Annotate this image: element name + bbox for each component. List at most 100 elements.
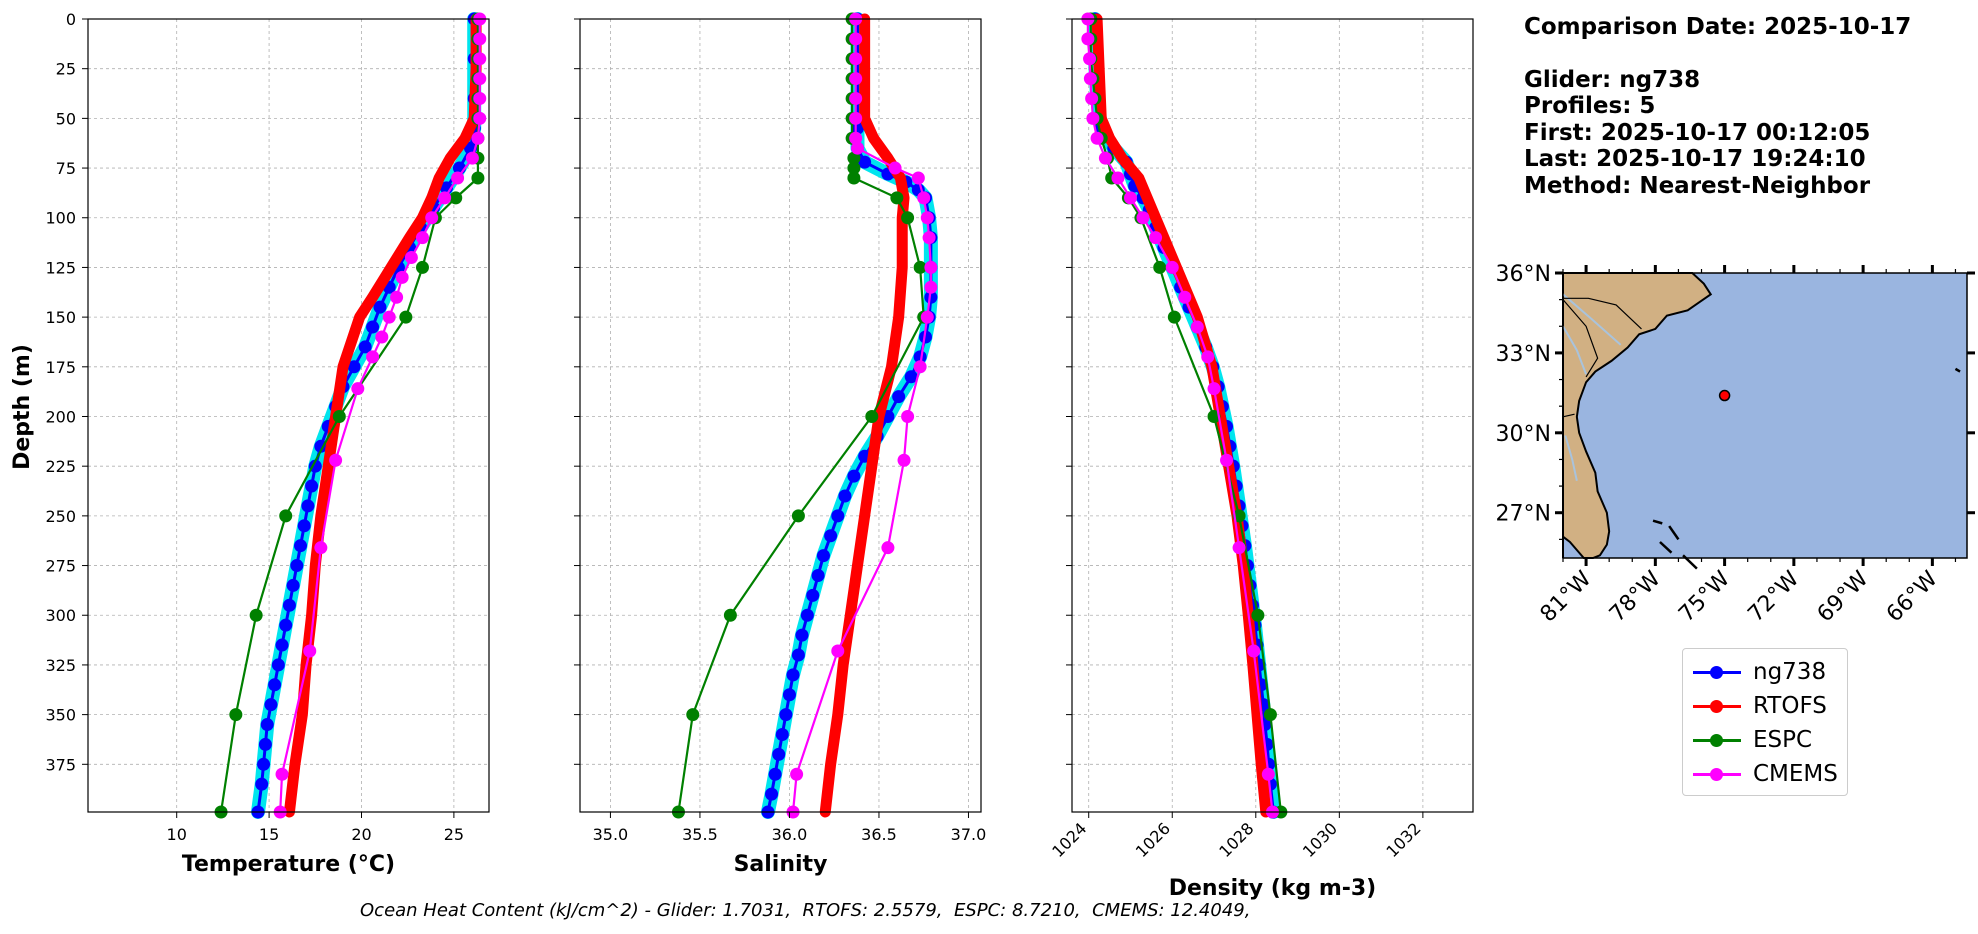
series-espc-point [1263,708,1277,722]
series-cmems-point [849,32,863,46]
series-ng738-point [255,777,269,791]
x-axis-label: Salinity [734,852,828,877]
series-cmems-point [920,211,934,225]
series-ng738-point [765,787,779,801]
y-tick-label: 350 [45,706,76,725]
first-time: First: 2025-10-17 00:12:05 [1524,119,1871,146]
series-ng738-point [811,568,825,582]
last-time: Last: 2025-10-17 19:24:10 [1524,146,1866,172]
series-ng738-point [904,370,918,384]
series-espc-point [249,608,263,622]
series-ng738-point [831,509,845,523]
river [1564,435,1578,481]
legend-swatch [1693,767,1741,781]
series-espc-point [865,409,879,423]
lat-tick-label: 27°N [1496,502,1551,527]
series-cmems-point [473,52,487,66]
series-cmems-point [404,250,418,264]
y-tick-label: 150 [45,308,76,327]
series-cmems-point [1220,453,1234,467]
series-ng738-point [271,658,285,672]
x-tick-label: 36.5 [861,825,897,844]
ocean-heat-content-caption: Ocean Heat Content (kJ/cm^2) - Glider: 1… [360,900,1251,921]
series-cmems-point [451,171,465,185]
y-tick-label: 100 [45,209,76,228]
salinity-panel: 35.0 35.5 36.0 36.5 37.0 Salinity [574,12,986,877]
series-cmems-point [881,541,895,555]
series-rtofs-line [1091,13,1272,818]
series-cmems-point [375,330,389,344]
series-cmems-point [329,453,343,467]
state-border [1562,413,1575,418]
series-espc-point [415,260,429,274]
series-ng738-line [1093,17,1275,814]
y-tick-label: 250 [45,507,76,526]
plot-frame [87,18,490,813]
series-ng738-point [782,688,796,702]
series-cmems-point [790,767,804,781]
series-cmems-point [473,111,487,125]
series-ng738-band [251,12,482,819]
legend: ng738 RTOFS ESPC CMEMS [1682,648,1848,796]
series-espc-point [1251,608,1265,622]
series-cmems-line [279,17,481,814]
series-cmems-point [275,767,289,781]
legend-swatch [1693,699,1741,713]
series-cmems-point [438,191,452,205]
series-ng738-point [892,390,906,404]
series-cmems-point [849,91,863,105]
river [1562,293,1622,346]
lon-tick-label: 72°W [1743,566,1804,627]
series-cmems-point [1149,231,1163,245]
series-ng738-point [850,121,864,135]
series-espc-point [229,708,243,722]
lat-tick-label: 33°N [1496,342,1551,367]
x-tick-label: 25 [444,825,464,844]
legend-item-cmems: CMEMS [1693,759,1838,789]
series-ng738-point [297,519,311,533]
series-cmems-point [1232,541,1246,555]
series-ng738-point [257,757,271,771]
x-tick-label: 1026 [1132,819,1174,861]
series-ng738-point [290,559,304,573]
y-tick-label: 325 [45,656,76,675]
series-cmems-point [849,72,863,86]
x-tick-label: 20 [351,825,371,844]
series-cmems-point [849,111,863,125]
lon-tick-label: 69°W [1813,566,1874,627]
series-espc-point [399,310,413,324]
glider-location-marker [1718,389,1731,402]
series-cmems-point [395,270,409,284]
series-ng738-band [1087,12,1281,819]
legend-swatch [1693,665,1741,679]
x-tick-label: 35.0 [593,825,629,844]
series-ng738-point [308,459,322,473]
series-ng738-point [286,578,300,592]
legend-item-rtofs: RTOFS [1693,691,1827,721]
method: Method: Nearest-Neighbor [1524,172,1871,199]
series-cmems-point [471,131,485,145]
comparison-date: Comparison Date: 2025-10-17 [1524,14,1912,40]
glider-name: Glider: ng738 [1524,66,1701,93]
depth-axis-label: Depth (m) [10,344,35,470]
lon-tick-label: 78°W [1605,566,1666,627]
series-cmems-point [1123,191,1137,205]
x-tick-label: 1032 [1382,819,1424,861]
island [1668,525,1680,541]
series-cmems-point [1090,131,1104,145]
series-espc-point [449,191,463,205]
lat-tick-label: 36°N [1496,262,1551,287]
series-cmems-point [1081,32,1095,46]
series-cmems-point [1261,767,1275,781]
series-espc-point [913,260,927,274]
series-cmems-point [917,191,931,205]
temperature-panel: 10 15 20 2502550751001251501752002252502753… [45,10,490,877]
x-tick-label: 1030 [1299,819,1341,861]
series-ng738-point [772,747,786,761]
series-ng738-point [373,300,387,314]
series-ng738-point [260,718,274,732]
series-espc-point [901,211,915,225]
series-cmems-point [922,231,936,245]
series-cmems-point [831,644,845,658]
